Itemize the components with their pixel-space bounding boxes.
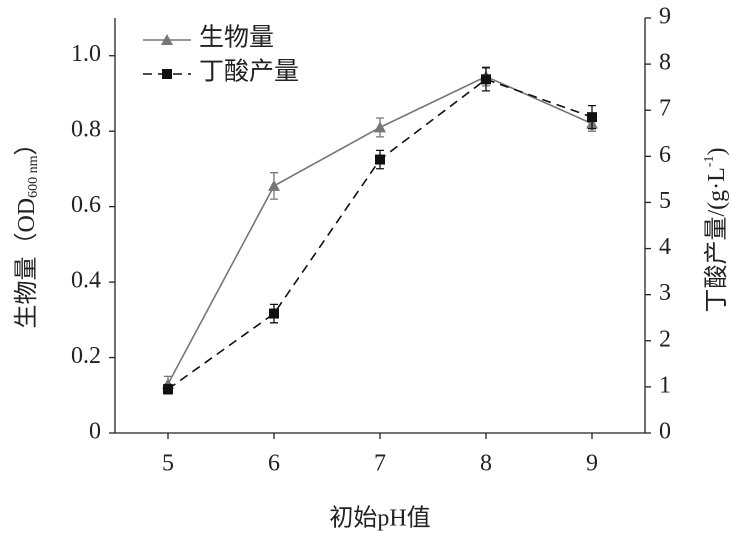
y2-label-main: 丁酸产量/(g·L [703, 167, 730, 312]
y-tick-label: 1.0 [71, 41, 101, 67]
y-tick-label: 0 [89, 419, 101, 445]
y-tick-label: 0.8 [71, 117, 101, 143]
x-tick-label: 9 [586, 451, 598, 477]
y2-tick-label: 6 [659, 142, 671, 168]
y2-tick-label: 9 [659, 4, 671, 30]
y-tick-label: 0.6 [71, 192, 101, 218]
data-point [269, 308, 279, 319]
data-point [163, 384, 173, 395]
x-axis-label: 初始pH值 [329, 505, 430, 532]
y-tick-label: 0.2 [71, 343, 101, 369]
y2-tick-label: 0 [659, 419, 671, 445]
y-label-main: 生物量（OD [13, 198, 40, 329]
data-point [268, 179, 280, 191]
legend-marker [162, 69, 172, 79]
y2-label-end: ) [704, 148, 730, 156]
data-point [587, 112, 597, 123]
y-axis-label: 生物量（OD600 nm） [13, 131, 42, 328]
y2-tick-label: 8 [659, 50, 671, 76]
y2-tick-label: 5 [659, 188, 671, 214]
y2-tick-label: 4 [659, 234, 671, 260]
data-point [374, 121, 386, 133]
data-point [481, 74, 491, 85]
y2-axis-label: 丁酸产量/(g·L-1) [702, 148, 729, 313]
data-point [375, 154, 385, 165]
x-tick-label: 7 [374, 451, 386, 477]
y2-tick-label: 2 [659, 326, 671, 352]
x-tick-label: 6 [268, 451, 280, 477]
legend-marker [161, 34, 173, 45]
x-tick-label: 5 [162, 451, 174, 477]
x-tick-label: 8 [480, 451, 492, 477]
legend-label: 生物量 [199, 24, 274, 52]
y2-tick-label: 3 [659, 280, 671, 306]
y2-tick-label: 7 [659, 96, 671, 122]
y-label-end: ） [14, 131, 40, 155]
y-tick-label: 0.4 [71, 268, 101, 294]
legend-label: 丁酸产量 [199, 58, 299, 86]
y2-tick-label: 1 [659, 372, 671, 398]
y2-label-sup: -1 [702, 156, 717, 168]
y-label-sub: 600 nm [26, 155, 41, 198]
